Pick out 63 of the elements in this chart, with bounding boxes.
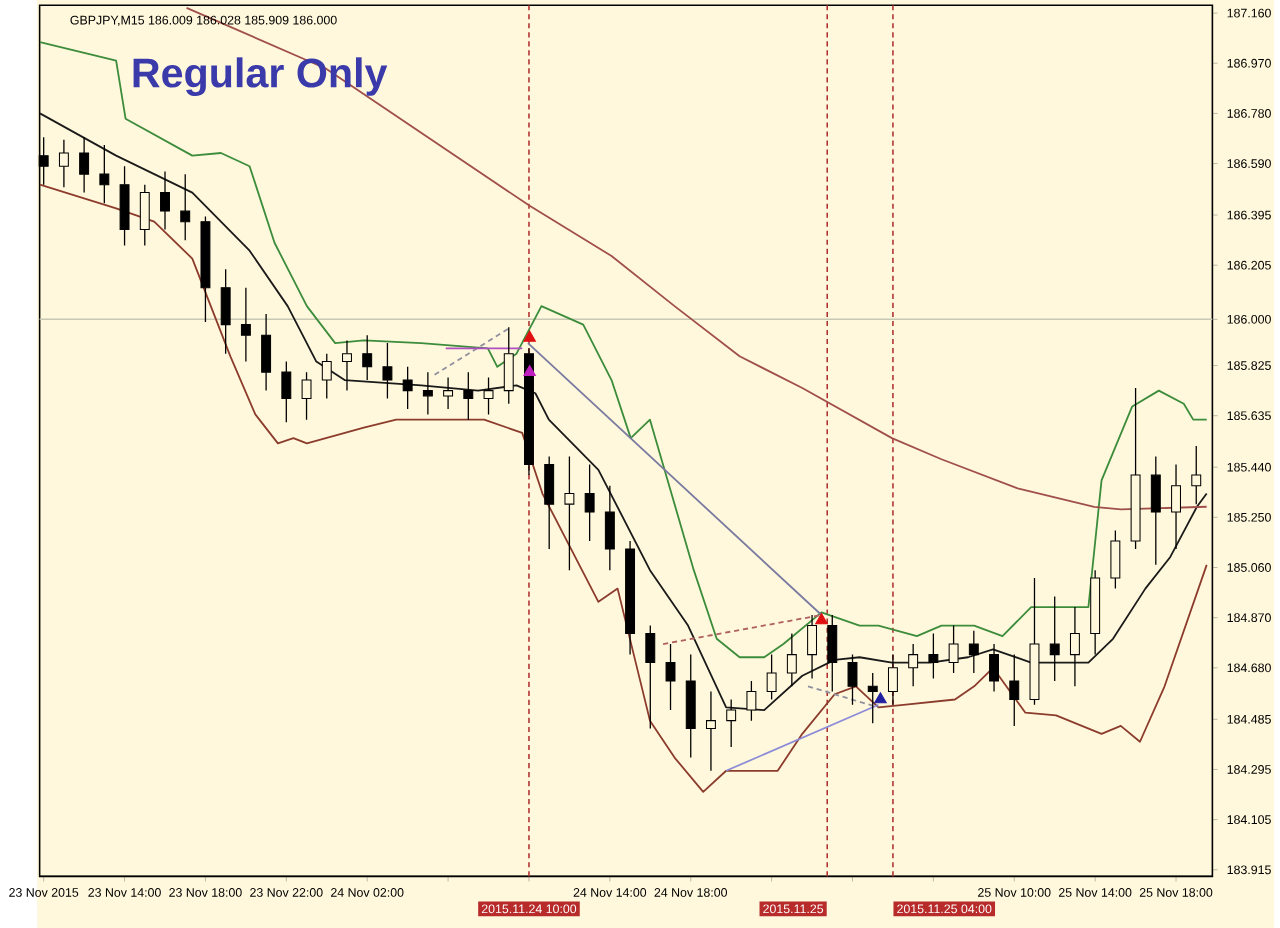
candlestick [1150, 456, 1161, 566]
candlestick [160, 170, 170, 231]
candlestick [948, 624, 959, 674]
line-series [39, 41, 1208, 659]
candlestick [887, 654, 898, 706]
candlestick [807, 614, 818, 680]
candlestick [382, 342, 393, 400]
candlestick [665, 643, 676, 711]
candlestick [79, 136, 90, 194]
candlestick [1029, 577, 1040, 706]
candlestick [463, 371, 474, 421]
candlestick [1130, 387, 1141, 550]
candlestick [220, 268, 231, 355]
point [815, 613, 828, 625]
candlestick [989, 643, 1000, 693]
candlestick [362, 334, 373, 381]
point [523, 364, 536, 377]
candlestick [746, 680, 757, 722]
candlestick [584, 463, 595, 542]
candlestick [483, 376, 494, 416]
candlestick [625, 540, 636, 656]
candlestick [261, 313, 272, 392]
candlestick [766, 654, 777, 701]
candlestick [928, 632, 939, 680]
candlestick [180, 173, 191, 241]
candlestick [1110, 529, 1121, 590]
candlestick [1191, 445, 1202, 505]
candlestick [1009, 654, 1020, 727]
point [874, 692, 887, 704]
candlestick [1069, 606, 1080, 687]
candlestick [119, 165, 130, 247]
candlestick [786, 632, 797, 687]
candlestick [321, 353, 332, 400]
candlestick [402, 366, 413, 410]
candlestick [1171, 463, 1181, 550]
candlestick [867, 672, 878, 724]
candlestick [240, 287, 251, 363]
candlestick [544, 456, 555, 550]
candlestick [422, 371, 433, 416]
candlestick [443, 376, 454, 410]
point [523, 330, 536, 342]
candlestick [726, 698, 737, 748]
candlestick [281, 360, 292, 423]
candlestick [645, 624, 656, 730]
candlestick [564, 456, 575, 571]
candlestick [342, 339, 352, 392]
candlestick [705, 690, 716, 772]
candlestick [847, 654, 858, 706]
line-series [39, 183, 1208, 793]
candlestick [301, 371, 312, 421]
candlestick [200, 215, 211, 323]
candlestick [139, 184, 150, 247]
candlestick [908, 643, 919, 687]
candlestick [1049, 595, 1060, 682]
candlestick [685, 654, 696, 759]
candlestick [503, 326, 514, 405]
candlestick [604, 485, 615, 571]
candlestick [524, 347, 534, 476]
candlestick [968, 630, 979, 674]
candlestick [827, 614, 838, 693]
candlestick [58, 139, 69, 189]
candlestick [1090, 569, 1101, 656]
candlestick [99, 144, 110, 204]
